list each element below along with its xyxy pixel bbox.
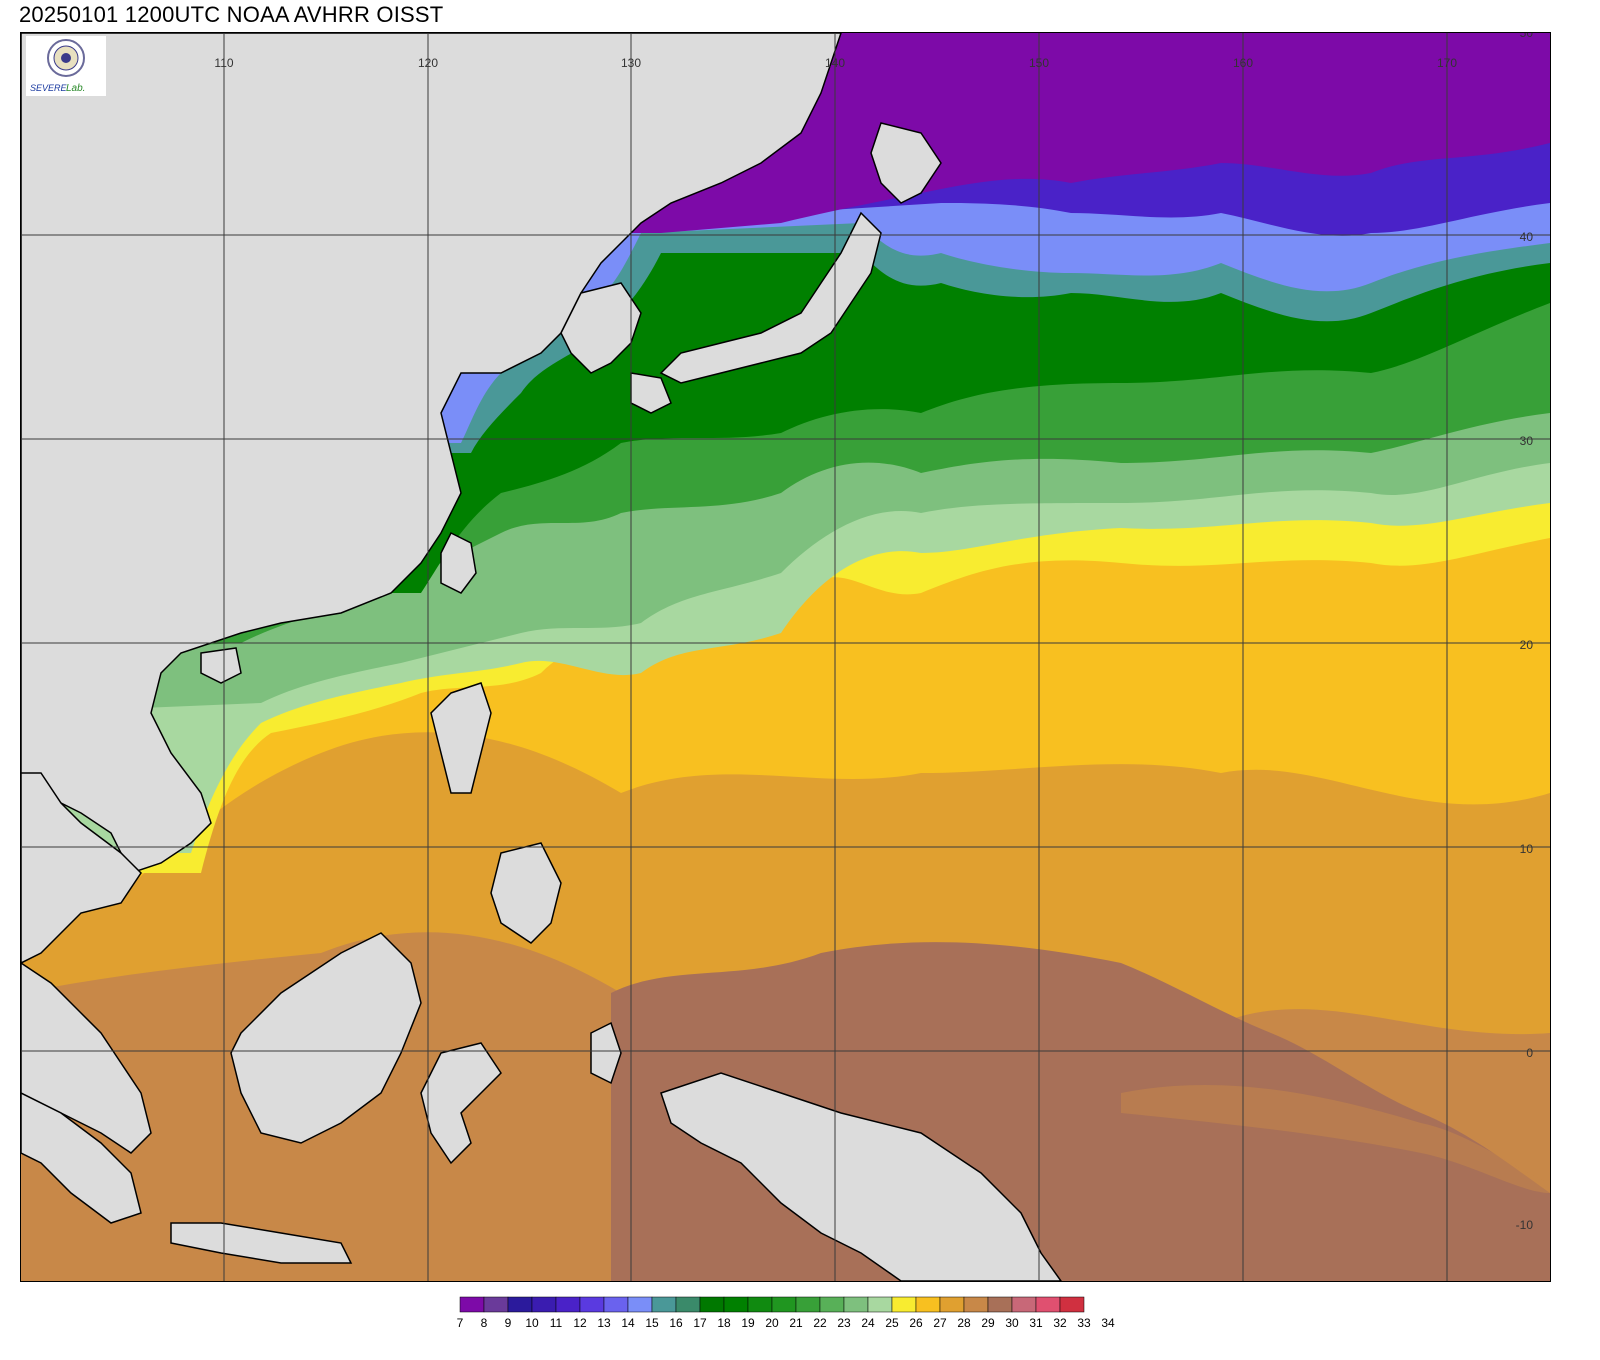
colorbar-label: 19 — [741, 1316, 755, 1330]
colorbar-swatch — [867, 1296, 893, 1313]
colorbar-swatch — [723, 1296, 749, 1313]
colorbar-label: 30 — [1005, 1316, 1019, 1330]
map-title: 20250101 1200UTC NOAA AVHRR OISST — [19, 2, 444, 27]
lon-label: 170 — [1437, 56, 1457, 70]
lon-label: 140 — [825, 56, 845, 70]
japan-hokkaido — [870, 122, 942, 204]
colorbar-label: 33 — [1077, 1316, 1091, 1330]
colorbar-swatch — [915, 1296, 941, 1313]
new-guinea — [660, 1072, 1062, 1281]
colorbar-label: 23 — [837, 1316, 851, 1330]
severe-storm-lab-logo: SEVERE Lab. — [26, 36, 106, 96]
lon-label: 160 — [1233, 56, 1253, 70]
colorbar-swatch — [771, 1296, 797, 1313]
asia-mainland — [21, 33, 842, 874]
sumatra — [21, 1092, 142, 1224]
lon-label: 110 — [214, 56, 233, 70]
sst-map: 110 120 130 140 150 160 170 50 40 30 20 … — [20, 32, 1551, 1282]
colorbar-label: 28 — [957, 1316, 971, 1330]
colorbar-label: 31 — [1029, 1316, 1043, 1330]
colorbar-swatch — [795, 1296, 821, 1313]
colorbar-label: 32 — [1053, 1316, 1067, 1330]
seal-icon: SEVERE Lab. — [30, 39, 85, 94]
colorbar-label: 24 — [861, 1316, 875, 1330]
colorbar-label: 21 — [789, 1316, 803, 1330]
colorbar-label: 15 — [645, 1316, 659, 1330]
colorbar-swatch — [891, 1296, 917, 1313]
philippines-mindanao — [490, 842, 562, 944]
colorbar-label: 27 — [933, 1316, 947, 1330]
colorbar-swatch — [483, 1296, 509, 1313]
svg-text:SEVERE: SEVERE — [30, 83, 68, 93]
colorbar-swatch — [627, 1296, 653, 1313]
colorbar-label: 16 — [669, 1316, 683, 1330]
colorbar-label: 11 — [550, 1316, 563, 1330]
lon-label: 120 — [418, 56, 438, 70]
lon-label: 130 — [621, 56, 641, 70]
colorbar-label: 29 — [981, 1316, 995, 1330]
colorbar-swatch — [939, 1296, 965, 1313]
colorbar-swatch — [987, 1296, 1013, 1313]
java — [170, 1222, 353, 1264]
lon-label: 150 — [1029, 56, 1049, 70]
philippines-luzon — [430, 682, 492, 794]
sulawesi — [420, 1042, 502, 1165]
colorbar-swatch — [747, 1296, 773, 1313]
indochina — [21, 772, 142, 964]
colorbar-swatch — [699, 1296, 725, 1313]
svg-text:Lab.: Lab. — [66, 83, 85, 94]
colorbar-label: 12 — [573, 1316, 587, 1330]
lat-label: 50 — [1520, 33, 1534, 40]
borneo — [230, 932, 422, 1144]
colorbar-label: 8 — [481, 1316, 488, 1330]
lat-label: 40 — [1520, 230, 1534, 244]
colorbar-swatch — [651, 1296, 677, 1313]
colorbar-swatch — [1035, 1296, 1061, 1313]
colorbar-label: 26 — [909, 1316, 923, 1330]
hainan — [200, 647, 242, 684]
colorbar-swatch — [675, 1296, 701, 1313]
colorbar-label: 25 — [885, 1316, 899, 1330]
colorbar-label: 20 — [765, 1316, 779, 1330]
colorbar-swatch — [603, 1296, 629, 1313]
colorbar-swatch — [555, 1296, 581, 1313]
colorbar-swatch — [507, 1296, 533, 1313]
colorbar-label: 17 — [693, 1316, 707, 1330]
colorbar-swatch — [843, 1296, 869, 1313]
colorbar-swatch — [1011, 1296, 1037, 1313]
colorbar-swatch — [1059, 1296, 1085, 1313]
colorbar-label: 18 — [717, 1316, 731, 1330]
sst-field: 110 120 130 140 150 160 170 50 40 30 20 … — [21, 33, 1550, 1281]
sst-band-29-east — [1121, 1084, 1550, 1193]
colorbar-label: 22 — [813, 1316, 827, 1330]
halmahera — [590, 1021, 622, 1085]
colorbar-label: 13 — [597, 1316, 611, 1330]
japan-honshu — [659, 211, 882, 384]
colorbar-swatch — [459, 1296, 485, 1313]
lat-label: 20 — [1520, 638, 1534, 652]
graticule — [21, 33, 1550, 1281]
lat-label: 10 — [1520, 842, 1534, 856]
colorbar-swatch — [963, 1296, 989, 1313]
colorbar-label: 10 — [525, 1316, 539, 1330]
colorbar-label: 14 — [621, 1316, 635, 1330]
lat-label: 30 — [1520, 434, 1534, 448]
lat-label: -10 — [1516, 1218, 1534, 1232]
colorbar-label: 34 — [1101, 1316, 1115, 1330]
colorbar-swatch — [819, 1296, 845, 1313]
lat-label: 0 — [1526, 1046, 1533, 1060]
land — [21, 33, 1062, 1281]
colorbar-swatch — [531, 1296, 557, 1313]
colorbar-label: 9 — [505, 1316, 512, 1330]
korea — [560, 282, 642, 374]
taiwan — [440, 531, 477, 594]
colorbar-label: 7 — [457, 1316, 464, 1330]
colorbar-swatch — [579, 1296, 605, 1313]
